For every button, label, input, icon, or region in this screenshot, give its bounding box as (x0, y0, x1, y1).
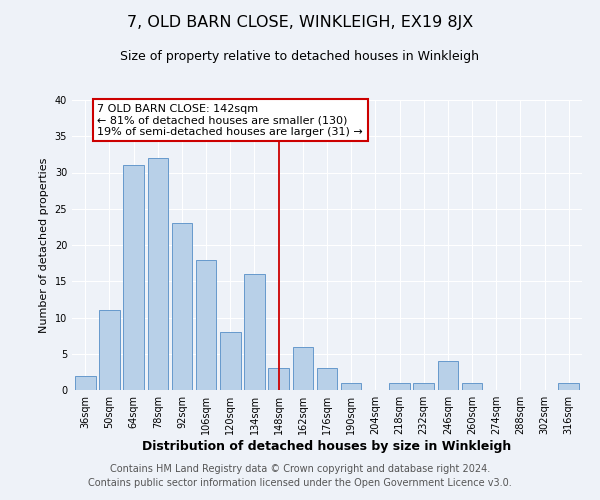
Bar (413, 383, 434, 390)
Bar (437, 361, 458, 390)
Bar (559, 383, 579, 390)
Text: 7 OLD BARN CLOSE: 142sqm
← 81% of detached houses are smaller (130)
19% of semi-: 7 OLD BARN CLOSE: 142sqm ← 81% of detach… (97, 104, 363, 137)
Text: Size of property relative to detached houses in Winkleigh: Size of property relative to detached ho… (121, 50, 479, 63)
Bar (317, 368, 337, 390)
Text: Contains HM Land Registry data © Crown copyright and database right 2024.
Contai: Contains HM Land Registry data © Crown c… (88, 464, 512, 487)
Bar (75, 376, 95, 390)
Bar (220, 332, 241, 390)
Text: 7, OLD BARN CLOSE, WINKLEIGH, EX19 8JX: 7, OLD BARN CLOSE, WINKLEIGH, EX19 8JX (127, 15, 473, 30)
Bar (124, 165, 144, 390)
Bar (172, 223, 192, 390)
Bar (389, 383, 410, 390)
Bar (462, 383, 482, 390)
Bar (268, 368, 289, 390)
Bar (244, 274, 265, 390)
X-axis label: Distribution of detached houses by size in Winkleigh: Distribution of detached houses by size … (142, 440, 512, 453)
Bar (293, 346, 313, 390)
Bar (148, 158, 168, 390)
Bar (99, 310, 120, 390)
Bar (196, 260, 217, 390)
Bar (341, 383, 361, 390)
Y-axis label: Number of detached properties: Number of detached properties (39, 158, 49, 332)
